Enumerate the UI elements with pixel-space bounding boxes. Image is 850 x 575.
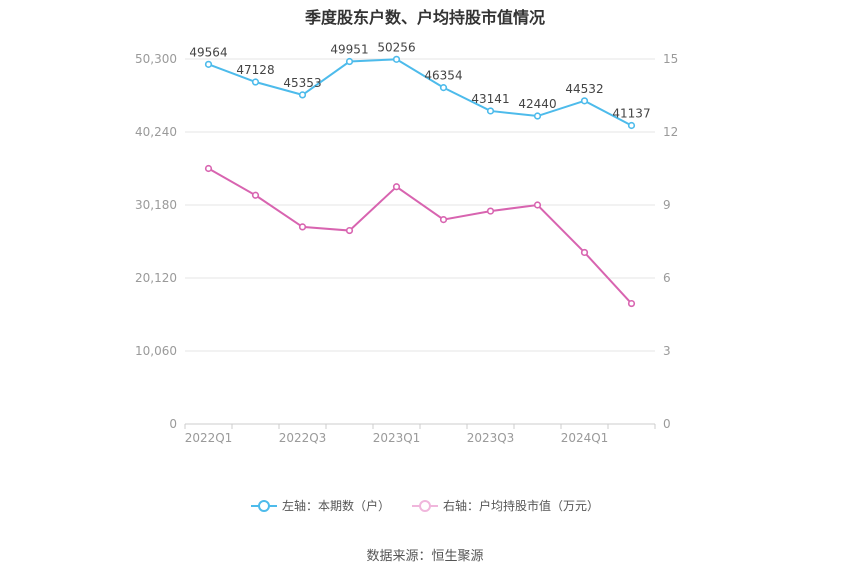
data-label: 46354: [424, 69, 462, 83]
series-line-households: [208, 58, 632, 127]
data-point: [392, 183, 401, 191]
data-point: [298, 91, 307, 99]
source-note: 数据来源：恒生聚源: [366, 549, 484, 564]
data-point: [204, 60, 213, 68]
legend-line-marker-icon: [412, 499, 438, 512]
data-point: [580, 97, 589, 105]
data-point: [298, 223, 307, 231]
right-axis-tick-label: 0: [663, 417, 671, 431]
data-point: [439, 84, 448, 92]
series-line-avg-value: [208, 167, 633, 305]
right-axis-tick-label: 3: [663, 344, 671, 358]
data-point: [345, 226, 354, 235]
data-label: 41137: [612, 106, 650, 120]
left-axis-tick-label: 30,180: [135, 198, 177, 212]
legend-line-marker-icon: [250, 499, 277, 512]
data-label: 45353: [283, 76, 321, 90]
right-axis-tick-label: 12: [663, 125, 678, 139]
data-label: 43141: [471, 92, 509, 106]
left-axis-tick-label: 50,300: [135, 52, 177, 66]
x-axis-tick-label: 2023Q3: [467, 431, 515, 445]
data-label: 42440: [518, 97, 556, 111]
data-point: [486, 207, 495, 215]
chart-title: 季度股东户数、户均持股市值情况: [304, 8, 545, 27]
legend: 左轴：本期数（户） 右轴：户均持股市值（万元）: [0, 497, 850, 514]
data-point: [533, 201, 542, 209]
right-axis-tick-label: 9: [663, 198, 671, 212]
legend-label-households: 左轴：本期数（户）: [281, 499, 390, 513]
left-axis-tick-label: 0: [169, 417, 177, 431]
legend-item-households[interactable]: 左轴：本期数（户）: [250, 497, 390, 514]
data-point: [345, 57, 354, 66]
data-label: 50256: [377, 40, 415, 54]
data-point: [251, 191, 260, 199]
left-axis-tick-label: 40,240: [135, 125, 177, 139]
x-axis-tick-label: 2023Q1: [373, 431, 421, 445]
left-axis-tick-label: 10,060: [135, 344, 177, 358]
right-axis-tick-label: 6: [663, 271, 671, 285]
data-label: 49564: [189, 45, 227, 59]
legend-label-avg-value: 右轴：户均持股市值（万元）: [443, 499, 600, 513]
data-point: [533, 112, 542, 120]
legend-item-avg-value[interactable]: 右轴：户均持股市值（万元）: [412, 497, 599, 514]
data-label: 47128: [236, 63, 274, 77]
data-label: 44532: [565, 82, 603, 96]
series-layer: 49564 47128 45353 49951 50256 46354 43141 42440…: [189, 40, 651, 308]
x-axis-tick-label: 2022Q3: [279, 431, 327, 445]
x-axis-tick-label: 2024Q1: [561, 431, 609, 445]
data-point: [439, 216, 448, 224]
data-point: [392, 55, 401, 63]
axes: 0 0 10,060 3 20,120 6 30,180 9 40,240 12 50,300 15 2…: [135, 52, 678, 445]
right-axis-tick-label: 15: [663, 52, 678, 66]
data-point: [627, 299, 636, 308]
data-point: [204, 164, 213, 173]
x-axis-tick-label: 2022Q1: [185, 431, 233, 445]
left-axis-tick-label: 20,120: [135, 271, 177, 285]
data-point: [486, 107, 495, 115]
data-point: [627, 121, 636, 130]
data-label: 49951: [330, 43, 368, 57]
data-point: [580, 248, 589, 257]
grid-lines: [185, 58, 655, 425]
data-point: [251, 78, 260, 86]
